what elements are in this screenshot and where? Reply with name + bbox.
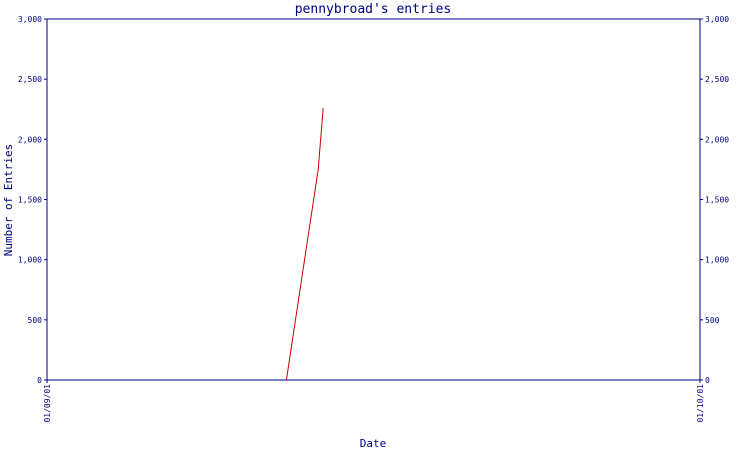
x-axis-label: Date [360, 437, 387, 450]
chart-title: pennybroad's entries [295, 2, 452, 17]
y-tick-label-left: 500 [28, 316, 43, 325]
series-line [285, 107, 324, 381]
y-tick-label-right: 2,000 [705, 135, 729, 144]
y-tick-label-right: 500 [705, 316, 720, 325]
y-tick-label-left: 1,000 [18, 256, 42, 265]
y-tick-label-left: 1,500 [18, 196, 42, 205]
series-layer [285, 107, 324, 381]
y-tick-label-right: 0 [705, 376, 710, 385]
x-tick-label: 01/09/01 [43, 384, 52, 423]
y-tick-label-left: 2,500 [18, 75, 42, 84]
y-tick-label-left: 0 [37, 376, 42, 385]
y-tick-label-right: 1,000 [705, 256, 729, 265]
y-tick-label-right: 2,500 [705, 75, 729, 84]
y-axis-left: 0 500 1,000 1,500 2,000 2,500 3,000 [18, 15, 47, 385]
y-tick-label-left: 2,000 [18, 135, 42, 144]
y-tick-label-right: 1,500 [705, 196, 729, 205]
x-tick-label: 01/10/01 [696, 384, 705, 423]
y-tick-label-right: 3,000 [705, 15, 729, 24]
y-axis-label: Number of Entries [2, 144, 15, 257]
y-axis-right: 0 500 1,000 1,500 2,000 2,500 3,000 [700, 15, 729, 385]
plot-frame [46, 18, 701, 381]
x-axis: 01/09/01 01/10/01 [43, 380, 705, 423]
y-tick-label-left: 3,000 [18, 15, 42, 24]
